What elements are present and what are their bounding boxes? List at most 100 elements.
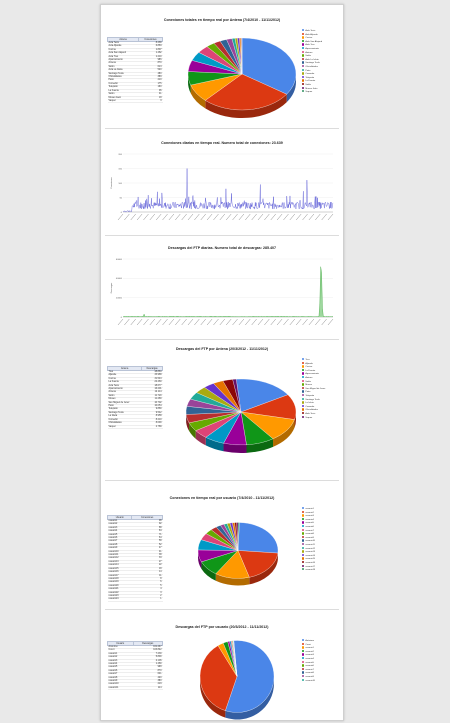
pie-slice[interactable] [233, 640, 238, 677]
x-tick-label [302, 213, 308, 221]
legend-item[interactable]: usuario6 [302, 524, 315, 529]
legend-item[interactable]: usuario4 [302, 517, 315, 522]
x-tick-label [257, 213, 264, 221]
legend-item[interactable]: La Fuente [302, 79, 322, 83]
legend-swatch [302, 660, 305, 663]
legend-item[interactable]: usuario1 [302, 507, 315, 511]
legend-item[interactable]: Aparcamiento [302, 372, 325, 376]
legend-item[interactable]: usuario9 [302, 674, 315, 679]
pie-slice[interactable] [237, 522, 240, 551]
legend-item[interactable]: Museo [302, 383, 325, 387]
legend-item[interactable]: usuario18 [302, 568, 315, 572]
legend-item[interactable]: usuario10 [302, 678, 315, 683]
legend-item[interactable]: Museo Jaén [302, 86, 322, 91]
legend-item[interactable]: usuario11 [302, 542, 315, 547]
legend-item[interactable]: usuario2 [302, 649, 315, 654]
legend-item[interactable]: Santiago Tesla [302, 397, 325, 402]
legend-item[interactable]: usuario10 [302, 539, 315, 543]
legend-item[interactable]: Aparcamiento [302, 46, 322, 51]
legend-item[interactable]: usuario16 [302, 560, 315, 565]
legend-item[interactable]: usuario13 [302, 550, 315, 554]
legend-item[interactable]: Salón [302, 54, 322, 58]
legend-item[interactable]: Comedor [302, 404, 325, 409]
legend-item[interactable]: usuario3 [302, 653, 315, 657]
legend-item[interactable]: Salón [302, 379, 325, 384]
legend-item[interactable]: usuario5 [302, 521, 315, 525]
table-cell-label: usuario4 [107, 529, 132, 534]
legend-item[interactable]: usuario7 [302, 667, 315, 672]
legend-item[interactable]: Aula Aljarafe [302, 32, 322, 37]
series-line[interactable] [122, 266, 334, 317]
section-4-title: Descargas del FTP por Antena (20/3/2012 … [175, 347, 269, 351]
legend-item[interactable]: Patio [302, 390, 325, 394]
legend-item[interactable]: Aula Tres [302, 43, 322, 47]
pie-slice[interactable] [225, 640, 275, 713]
legend-item[interactable]: Santiago Tesla [302, 61, 322, 65]
legend-item[interactable]: Aula Tesis [302, 29, 322, 33]
table-row: Patio 10.054 [107, 404, 163, 409]
series-line[interactable] [122, 168, 334, 213]
legend-item[interactable]: Cocina [302, 365, 325, 369]
legend-swatch [302, 639, 305, 642]
table-header[interactable]: Conexiones [131, 515, 163, 520]
table-cell-value: 6.883 [138, 44, 163, 49]
table-header[interactable]: Antena [106, 366, 143, 371]
legend-item[interactable]: usuario4 [302, 656, 315, 661]
table-header[interactable]: Usuario [106, 515, 133, 520]
legend-item[interactable]: Aula San Alejand [302, 39, 322, 44]
table-cell-label: usuario3 [107, 526, 132, 531]
legend-item[interactable]: usuario3 [302, 514, 315, 518]
legend-item[interactable]: usuario8 [302, 671, 315, 675]
pie-slice-side [273, 419, 295, 447]
legend-item[interactable]: Telepatio [302, 393, 325, 398]
pie-slice[interactable] [237, 522, 279, 554]
legend-item[interactable]: usuario8 [302, 532, 315, 536]
legend-item[interactable]: Antena [302, 375, 325, 380]
legend-item[interactable]: usuario5 [302, 660, 315, 665]
legend-swatch [302, 46, 305, 50]
pie-slice[interactable] [241, 37, 297, 95]
legend-swatch [302, 557, 305, 560]
legend-item[interactable]: Antena [302, 50, 322, 55]
legend-item[interactable]: usuario9 [302, 535, 315, 540]
table-header[interactable]: Descargas [141, 366, 163, 371]
table-header[interactable]: Descargas [132, 641, 163, 646]
legend-item[interactable]: Oficialidades [302, 64, 322, 69]
table-cell-label: usuario20 [107, 584, 132, 589]
legend-item[interactable]: Vaquer [302, 415, 325, 420]
legend-item[interactable]: Conci [302, 642, 315, 647]
pie-slice[interactable] [205, 73, 287, 111]
legend-item[interactable]: Tres [302, 358, 325, 362]
legend-item[interactable]: Aula Tesis [302, 411, 325, 416]
legend-item[interactable]: usuario12 [302, 546, 315, 551]
legend-item[interactable]: Vaquer [302, 90, 322, 94]
legend-item[interactable]: Aljarafe [302, 361, 325, 366]
legend-item[interactable]: Patio [302, 68, 322, 73]
x-tick-label [149, 213, 156, 221]
table-header[interactable]: Conexiones [137, 37, 164, 42]
legend-item[interactable]: La Isleta [302, 401, 325, 405]
legend-item[interactable]: Telepatio [302, 75, 322, 80]
legend-label: usuario1 [305, 507, 314, 510]
legend-item[interactable]: Aula La Isleta [302, 57, 322, 62]
legend-item[interactable]: Anónimo [302, 639, 315, 643]
legend-item[interactable]: Salón [302, 82, 322, 87]
legend-item[interactable]: usuario15 [302, 557, 315, 561]
pie-slice[interactable] [236, 378, 289, 413]
legend-item[interactable]: Comedor [302, 72, 322, 76]
legend-item[interactable]: usuario1 [302, 646, 315, 650]
legend-item[interactable]: La Fuente [302, 368, 325, 373]
legend-item[interactable]: Oficialidades [302, 408, 325, 412]
legend-item[interactable]: usuario17 [302, 564, 315, 569]
legend-item[interactable]: usuario2 [302, 510, 315, 515]
x-tick-label [251, 213, 257, 221]
pie-slice[interactable] [232, 378, 242, 413]
legend-item[interactable]: usuario7 [302, 528, 315, 533]
pie-slice[interactable] [199, 645, 238, 711]
table-row: usuario7 58 [107, 539, 163, 544]
legend-item[interactable]: Cocina [302, 36, 322, 40]
legend-item[interactable]: usuario14 [302, 553, 315, 558]
legend-item[interactable]: usuario6 [302, 664, 315, 668]
pie-slice[interactable] [237, 550, 278, 578]
legend-item[interactable]: San Miguel de Jerez [302, 386, 325, 391]
